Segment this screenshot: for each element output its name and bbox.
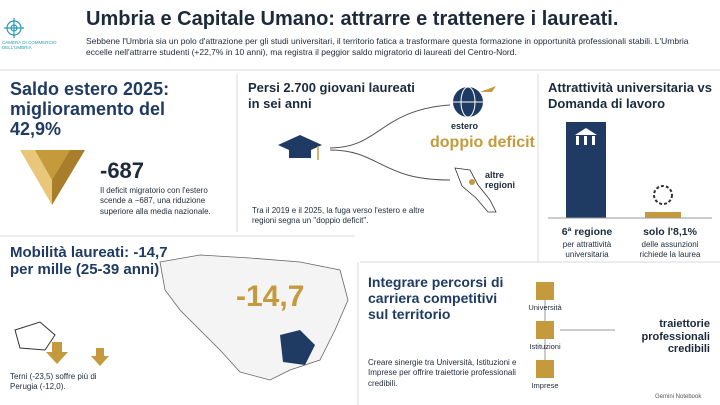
- stat-label: delle assunzioni richiede la laurea: [639, 240, 701, 260]
- arrow-down: [46, 342, 68, 364]
- umbria-outline: [14, 321, 56, 351]
- saldo-icon: [20, 150, 85, 205]
- big-number: -687: [100, 158, 145, 183]
- outcome: traiettorie professionali credibili: [641, 318, 710, 356]
- building-icon: [575, 128, 597, 145]
- arrow-down: [91, 348, 109, 366]
- footer: Gemini Notebook: [655, 394, 702, 400]
- globe-icon: [453, 86, 496, 118]
- italy-map-small: [454, 167, 497, 213]
- regions-map: [159, 254, 349, 381]
- description: Terni (-23,5) soffre più di Perugia (-12…: [10, 372, 97, 392]
- label: altre regioni: [485, 170, 516, 190]
- panel-title: Integrare percorsi di carriera competiti…: [368, 274, 504, 323]
- node-label: Imprese: [531, 381, 559, 390]
- subtitle: Sebbene l'Umbria sia un polo d'attrazion…: [86, 36, 689, 58]
- umbria-map: [280, 330, 315, 365]
- stat-value: 6ª regione: [561, 226, 613, 238]
- panel-title: Attrattività universitaria vs Domanda di…: [548, 80, 713, 111]
- panel-title: Persi 2.700 giovani laureati in sei anni: [248, 80, 415, 111]
- stat-value: solo l'8,1%: [643, 226, 697, 238]
- gear-icon: [653, 185, 673, 205]
- description: Tra il 2019 e il 2025, la fuga verso l'e…: [252, 206, 425, 226]
- network-icons: [536, 282, 615, 378]
- description: Il deficit migratorio con l'estero scend…: [100, 186, 211, 216]
- umbria-dot: [469, 179, 475, 185]
- demand-bar: [645, 212, 681, 218]
- flow-line: [329, 104, 451, 149]
- label: estero: [451, 121, 479, 131]
- panel-title: Saldo estero 2025: miglioramento del 42,…: [10, 79, 170, 139]
- big-number: -14,7: [236, 280, 305, 313]
- logo-icon: [4, 18, 24, 38]
- flow-line: [329, 149, 451, 181]
- panel-title: Mobilità laureati: -14,7 per mille (25-3…: [10, 244, 168, 279]
- description: Creare sinergie tra Università, Istituzi…: [368, 358, 517, 388]
- stat-label: per attrattività universitaria: [562, 240, 612, 260]
- graduation-cap: [278, 135, 322, 160]
- node-label: Istituzioni: [529, 342, 561, 351]
- title: Umbria e Capitale Umano: attrarre e trat…: [86, 8, 619, 30]
- highlight: doppio deficit: [430, 134, 535, 151]
- node-label: Università: [528, 303, 562, 312]
- logo-text: CAMERA DI COMMERCIO DELL'UMBRIA: [2, 40, 57, 51]
